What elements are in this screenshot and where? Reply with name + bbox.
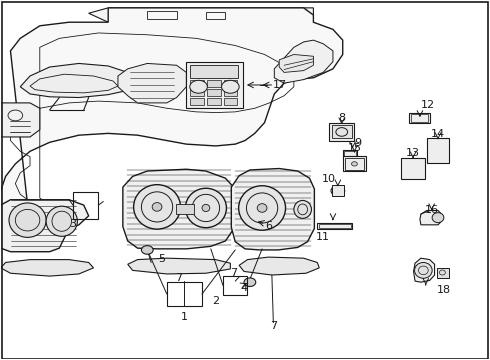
Bar [344,158,364,170]
Bar [318,223,352,229]
Text: 8: 8 [338,113,345,123]
Polygon shape [0,260,94,276]
Bar [223,276,247,295]
Text: 4: 4 [240,283,247,293]
Bar [73,192,98,219]
Bar [343,150,357,159]
Ellipse shape [46,206,77,236]
Polygon shape [274,40,333,83]
Ellipse shape [432,213,444,223]
Bar [223,80,237,87]
Ellipse shape [244,278,256,287]
Ellipse shape [239,186,286,230]
Bar [190,80,204,87]
Bar [186,62,243,108]
Text: 14: 14 [431,129,445,139]
Ellipse shape [152,203,162,211]
Bar [147,12,176,19]
Text: 9: 9 [354,139,361,148]
Text: 17: 17 [273,80,287,90]
Bar [343,156,366,171]
Text: 18: 18 [437,285,451,296]
Ellipse shape [294,201,312,219]
Polygon shape [123,169,235,249]
Polygon shape [0,103,40,137]
Ellipse shape [190,80,207,93]
Polygon shape [279,54,314,72]
Text: 10: 10 [322,174,336,184]
Ellipse shape [331,186,344,196]
Text: 16: 16 [425,206,439,216]
Text: 7: 7 [270,321,277,331]
Text: 1: 1 [181,312,188,322]
Bar [223,89,237,96]
Bar [190,65,238,78]
Polygon shape [414,258,435,282]
Text: 15: 15 [347,143,362,153]
Text: 11: 11 [316,232,330,242]
Bar [401,158,425,179]
Ellipse shape [415,262,432,278]
Ellipse shape [351,162,357,166]
Text: 12: 12 [421,100,435,111]
Bar [319,224,351,228]
Bar [332,126,351,138]
Polygon shape [231,168,315,250]
Ellipse shape [134,185,180,229]
Bar [332,185,343,196]
Bar [409,113,430,123]
Polygon shape [20,63,138,98]
Bar [329,123,354,140]
Bar [223,98,237,105]
Polygon shape [253,218,267,224]
Text: 7: 7 [175,273,183,283]
Bar [190,98,204,105]
Text: 5: 5 [158,254,166,264]
Ellipse shape [221,80,239,93]
Ellipse shape [185,188,226,228]
Ellipse shape [142,246,153,254]
Bar [437,267,449,278]
Polygon shape [118,63,186,103]
Ellipse shape [257,204,267,212]
Polygon shape [420,211,441,225]
Polygon shape [128,258,230,274]
Bar [190,89,204,96]
Text: 3: 3 [70,219,76,229]
Text: 13: 13 [406,148,420,158]
Polygon shape [0,200,89,252]
Bar [206,12,225,19]
Polygon shape [89,8,314,22]
Ellipse shape [202,204,210,212]
Text: 6: 6 [265,221,272,231]
Bar [411,114,428,122]
Bar [207,98,220,105]
Bar [175,204,194,214]
Polygon shape [239,257,319,275]
Bar [207,80,220,87]
Polygon shape [0,8,343,226]
Bar [167,282,202,306]
Bar [427,138,449,163]
Bar [207,89,220,96]
Text: 7: 7 [230,268,237,278]
Bar [344,151,356,158]
Text: 2: 2 [212,296,219,306]
Ellipse shape [9,203,46,237]
